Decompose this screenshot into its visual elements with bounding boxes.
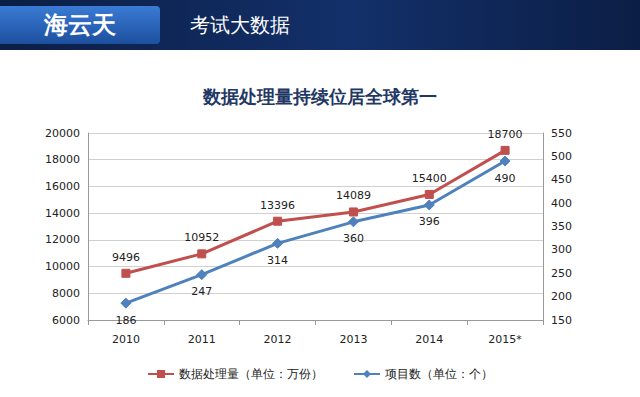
- svg-text:14000: 14000: [45, 207, 80, 220]
- svg-text:490: 490: [495, 172, 516, 185]
- svg-text:350: 350: [551, 220, 572, 233]
- svg-text:15400: 15400: [412, 172, 447, 185]
- svg-text:9496: 9496: [112, 251, 140, 264]
- svg-text:18700: 18700: [488, 128, 523, 141]
- svg-text:2010: 2010: [112, 333, 140, 346]
- svg-text:数据处理量持续位居全球第一: 数据处理量持续位居全球第一: [202, 86, 437, 107]
- svg-text:200: 200: [551, 290, 572, 303]
- svg-text:150: 150: [551, 314, 572, 327]
- svg-text:2011: 2011: [188, 333, 216, 346]
- svg-text:10000: 10000: [45, 260, 80, 273]
- svg-text:450: 450: [551, 173, 572, 186]
- svg-text:500: 500: [551, 150, 572, 163]
- svg-text:项目数（单位：个）: 项目数（单位：个）: [385, 367, 493, 381]
- svg-text:20000: 20000: [45, 127, 80, 140]
- svg-text:14089: 14089: [336, 189, 371, 202]
- svg-text:2012: 2012: [264, 333, 292, 346]
- svg-text:2015*: 2015*: [488, 333, 522, 346]
- svg-text:396: 396: [419, 215, 440, 228]
- svg-text:314: 314: [267, 254, 288, 267]
- svg-text:186: 186: [115, 314, 136, 327]
- svg-text:550: 550: [551, 127, 572, 140]
- svg-text:13396: 13396: [260, 199, 295, 212]
- svg-text:360: 360: [343, 232, 364, 245]
- svg-text:2013: 2013: [339, 333, 367, 346]
- svg-text:10952: 10952: [184, 231, 219, 244]
- svg-text:数据处理量（单位：万份）: 数据处理量（单位：万份）: [179, 367, 323, 381]
- svg-text:16000: 16000: [45, 180, 80, 193]
- svg-text:6000: 6000: [52, 314, 80, 327]
- html-text:考试大数据: 考试大数据: [190, 13, 290, 37]
- svg-text:2014: 2014: [415, 333, 443, 346]
- svg-text:247: 247: [191, 285, 212, 298]
- svg-text:400: 400: [551, 197, 572, 210]
- svg-text:8000: 8000: [52, 287, 80, 300]
- svg-text:18000: 18000: [45, 153, 80, 166]
- svg-text:250: 250: [551, 267, 572, 280]
- svg-text:300: 300: [551, 243, 572, 256]
- html-text:海云天: 海云天: [44, 11, 116, 39]
- svg-text:12000: 12000: [45, 233, 80, 246]
